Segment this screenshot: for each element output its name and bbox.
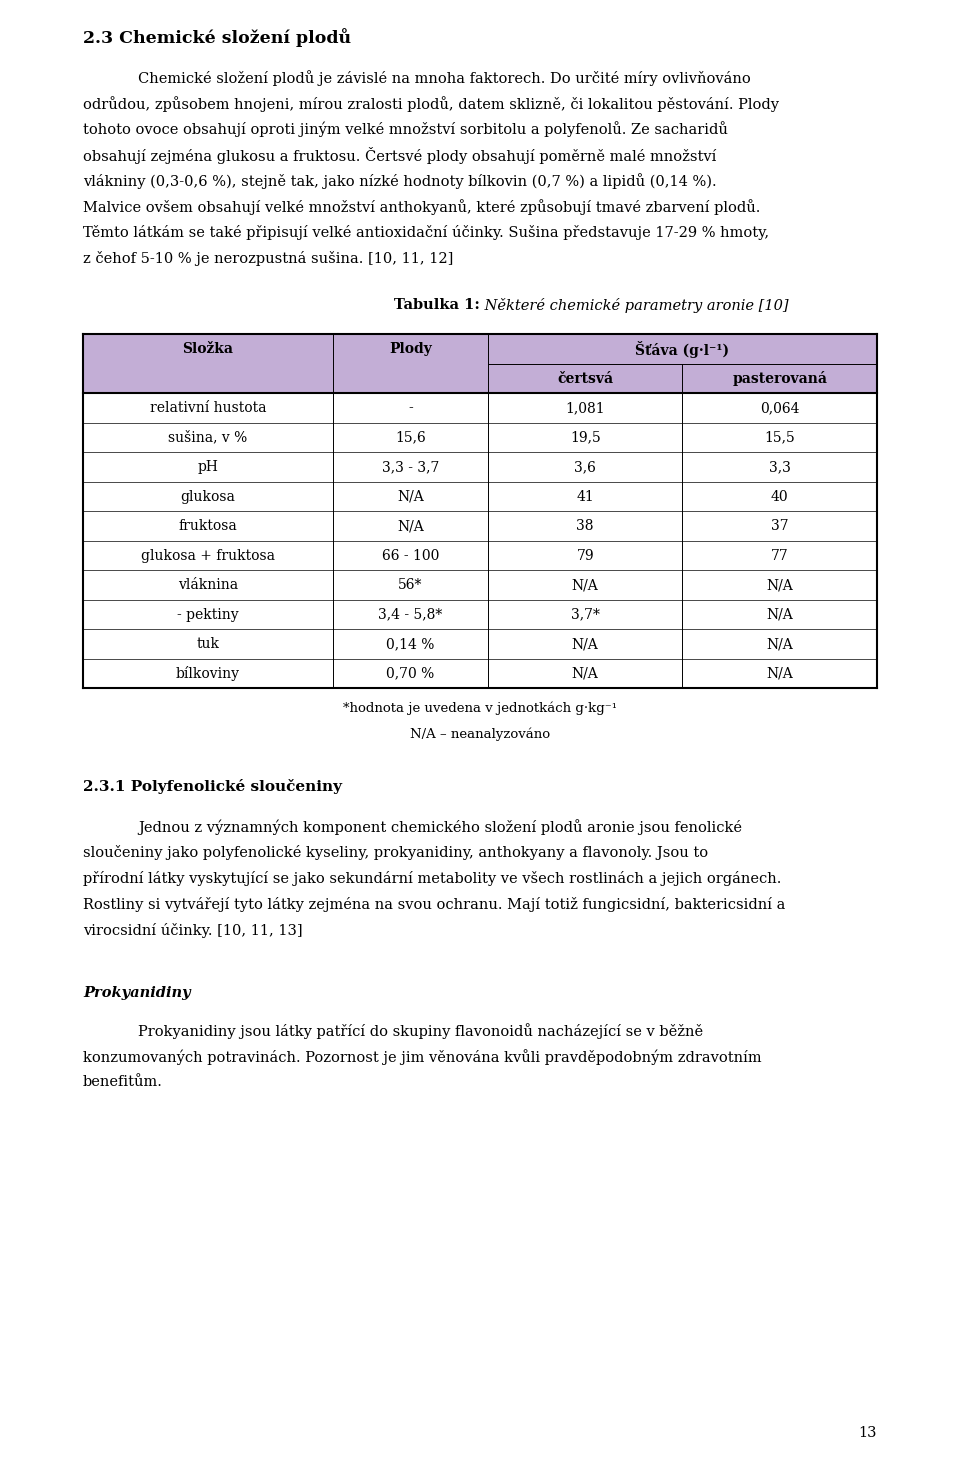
Text: 3,6: 3,6 <box>574 459 596 474</box>
Text: tuk: tuk <box>197 637 220 652</box>
Text: vlákniny (0,3-0,6 %), stejně tak, jako nízké hodnoty bílkovin (0,7 %) a lipidů (: vlákniny (0,3-0,6 %), stejně tak, jako n… <box>83 173 716 189</box>
Text: 0,064: 0,064 <box>760 401 800 415</box>
Text: N/A: N/A <box>766 666 793 681</box>
Text: Rostliny si vytvářejí tyto látky zejména na svou ochranu. Mají totiž fungicsidní: Rostliny si vytvářejí tyto látky zejména… <box>83 897 785 912</box>
Text: 56*: 56* <box>398 578 422 592</box>
Text: z čehof 5-10 % je nerozpustná sušina. [10, 11, 12]: z čehof 5-10 % je nerozpustná sušina. [1… <box>83 251 453 266</box>
Text: 77: 77 <box>771 549 788 562</box>
Text: Malvice ovšem obsahují velké množství anthokyanů, které způsobují tmavé zbarvení: Malvice ovšem obsahují velké množství an… <box>83 200 760 214</box>
Text: vláknina: vláknina <box>178 578 238 592</box>
Text: 79: 79 <box>576 549 594 562</box>
Text: N/A: N/A <box>766 637 793 652</box>
Text: Jednou z významných komponent chemického složení plodů aronie jsou fenolické: Jednou z významných komponent chemického… <box>138 819 742 835</box>
Text: 37: 37 <box>771 520 788 533</box>
Text: přírodní látky vyskytující se jako sekundární metabolity ve všech rostlinách a j: přírodní látky vyskytující se jako sekun… <box>83 871 781 887</box>
Text: 66 - 100: 66 - 100 <box>382 549 440 562</box>
Text: sloučeniny jako polyfenolické kyseliny, prokyanidiny, anthokyany a flavonoly. Js: sloučeniny jako polyfenolické kyseliny, … <box>83 846 708 860</box>
Text: odrůdou, způsobem hnojeni, mírou zralosti plodů, datem sklizně, či lokalitou pěs: odrůdou, způsobem hnojeni, mírou zralost… <box>83 95 779 112</box>
Text: 41: 41 <box>576 490 594 504</box>
Text: N/A – neanalyzováno: N/A – neanalyzováno <box>410 728 550 741</box>
Text: *hodnota je uvedena v jednotkách g·kg⁻¹: *hodnota je uvedena v jednotkách g·kg⁻¹ <box>343 702 617 715</box>
Text: glukosa: glukosa <box>180 490 235 504</box>
Text: benefitům.: benefitům. <box>83 1075 163 1089</box>
Text: glukosa + fruktosa: glukosa + fruktosa <box>141 549 276 562</box>
Text: 2.3 Chemické složení plodů: 2.3 Chemické složení plodů <box>83 28 351 47</box>
Text: sušina, v %: sušina, v % <box>168 430 248 445</box>
Text: bílkoviny: bílkoviny <box>176 666 240 681</box>
Text: čertsvá: čertsvá <box>557 371 613 386</box>
Text: Tabulka 1:: Tabulka 1: <box>395 298 480 313</box>
Text: virocsidní účinky. [10, 11, 13]: virocsidní účinky. [10, 11, 13] <box>83 922 302 938</box>
Text: Šťáva (g·l⁻¹): Šťáva (g·l⁻¹) <box>636 341 730 358</box>
Text: tohoto ovoce obsahují oproti jiným velké množství sorbitolu a polyfenolů. Ze sac: tohoto ovoce obsahují oproti jiným velké… <box>83 122 728 138</box>
Text: Chemické složení plodů je závislé na mnoha faktorech. Do určité míry ovlivňováno: Chemické složení plodů je závislé na mno… <box>138 70 751 85</box>
Bar <box>83 335 877 393</box>
Text: pasterovaná: pasterovaná <box>732 371 828 386</box>
Text: relativní hustota: relativní hustota <box>150 401 266 415</box>
Text: 40: 40 <box>771 490 788 504</box>
Text: N/A: N/A <box>766 578 793 592</box>
Text: Složka: Složka <box>182 342 233 357</box>
Text: Prokyanidiny: Prokyanidiny <box>83 986 191 1000</box>
Text: Některé chemické parametry aronie [10]: Některé chemické parametry aronie [10] <box>480 298 788 313</box>
Text: N/A: N/A <box>572 578 599 592</box>
Text: 15,5: 15,5 <box>764 430 795 445</box>
Text: N/A: N/A <box>572 666 599 681</box>
Text: 0,14 %: 0,14 % <box>386 637 435 652</box>
Text: N/A: N/A <box>766 608 793 621</box>
Text: 0,70 %: 0,70 % <box>386 666 435 681</box>
Text: 19,5: 19,5 <box>570 430 601 445</box>
Text: Těmto látkám se také připisují velké antioxidační účinky. Sušina představuje 17-: Těmto látkám se také připisují velké ant… <box>83 225 769 239</box>
Text: 3,4 - 5,8*: 3,4 - 5,8* <box>378 608 443 621</box>
Text: -: - <box>408 401 413 415</box>
Text: fruktosa: fruktosa <box>179 520 237 533</box>
Text: 13: 13 <box>858 1425 877 1440</box>
Text: pH: pH <box>198 459 219 474</box>
Text: obsahují zejména glukosu a fruktosu. Čertsvé plody obsahují poměrně malé množstv: obsahují zejména glukosu a fruktosu. Čer… <box>83 147 716 164</box>
Text: N/A: N/A <box>397 520 424 533</box>
Text: 1,081: 1,081 <box>565 401 605 415</box>
Text: 15,6: 15,6 <box>396 430 426 445</box>
Text: konzumovaných potravinách. Pozornost je jim věnována kvůli pravděpodobným zdravo: konzumovaných potravinách. Pozornost je … <box>83 1050 761 1066</box>
Text: Prokyanidiny jsou látky patřící do skupiny flavonoidů nacházející se v běžně: Prokyanidiny jsou látky patřící do skupi… <box>138 1023 703 1039</box>
Text: 3,3: 3,3 <box>769 459 791 474</box>
Text: 3,3 - 3,7: 3,3 - 3,7 <box>382 459 440 474</box>
Text: - pektiny: - pektiny <box>178 608 239 621</box>
Text: 38: 38 <box>576 520 594 533</box>
Text: Plody: Plody <box>389 342 432 357</box>
Text: N/A: N/A <box>572 637 599 652</box>
Text: 2.3.1 Polyfenolické sloučeniny: 2.3.1 Polyfenolické sloučeniny <box>83 780 342 794</box>
Text: N/A: N/A <box>397 490 424 504</box>
Text: 3,7*: 3,7* <box>571 608 600 621</box>
